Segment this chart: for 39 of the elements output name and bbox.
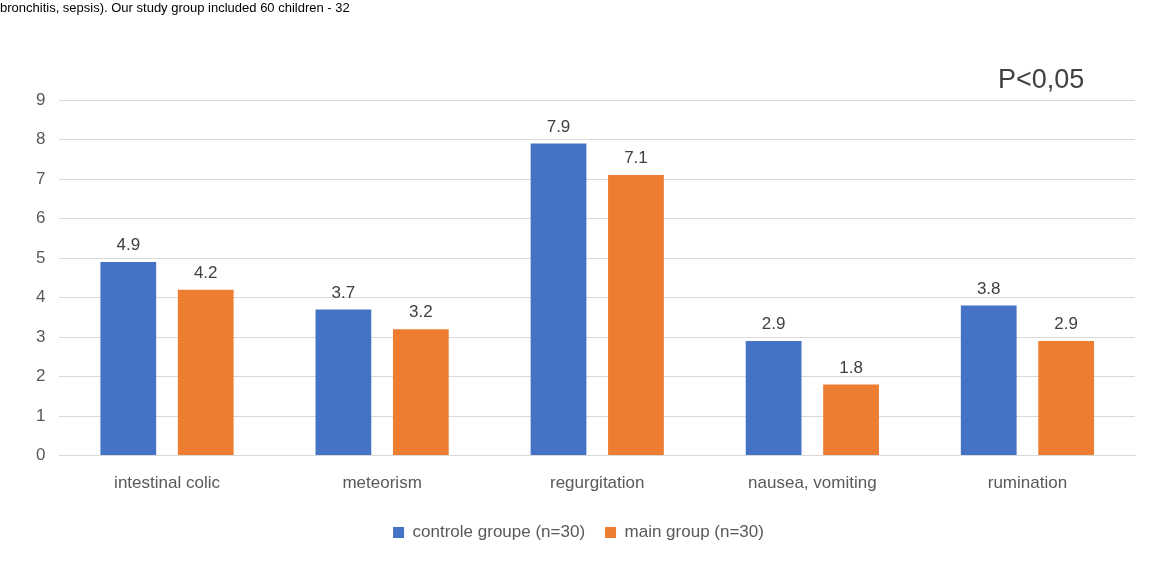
y-tick-label: 6 — [35, 208, 46, 228]
data-label: 4.9 — [116, 235, 141, 255]
data-label: 2.9 — [761, 314, 786, 334]
bar — [745, 341, 802, 456]
x-tick-label: regurgitation — [549, 473, 645, 493]
y-tick-label: 5 — [35, 247, 46, 267]
y-tick-label: 9 — [35, 89, 46, 109]
bar — [530, 143, 587, 456]
x-tick-label: nausea, vomiting — [748, 473, 877, 493]
data-label: 2.9 — [1054, 314, 1078, 334]
bar — [177, 289, 234, 456]
data-label: 4.2 — [193, 262, 218, 282]
text: bronchitis, sepsis). Our study group included 60 children - 32 — [0, 0, 350, 15]
x-tick-label: meteorism — [342, 473, 422, 493]
data-label: 3.2 — [409, 302, 433, 322]
bar — [315, 309, 372, 456]
legend-label: main group (n=30) — [624, 522, 764, 542]
y-tick-label: 2 — [35, 366, 46, 386]
y-tick-label: 4 — [35, 287, 46, 307]
data-label: 1.8 — [839, 357, 863, 377]
y-tick-label: 0 — [35, 445, 46, 465]
y-tick-label: 1 — [35, 405, 46, 425]
legend-label: controle groupe (n=30) — [412, 522, 586, 542]
bar — [392, 329, 449, 456]
bar — [823, 384, 879, 456]
bar — [1038, 341, 1095, 456]
x-tick-label: intestinal colic — [114, 473, 221, 493]
data-label: 3.7 — [331, 282, 356, 302]
bar — [960, 305, 1017, 456]
data-label: 7.1 — [624, 148, 648, 168]
y-tick-label: 3 — [35, 326, 46, 346]
data-label: 3.8 — [976, 278, 1001, 298]
bar — [100, 262, 157, 456]
data-label: 7.9 — [546, 116, 571, 136]
y-tick-label: 7 — [35, 168, 46, 188]
y-tick-label: 8 — [35, 129, 46, 149]
bar — [608, 175, 664, 456]
text: P<0,05 — [998, 64, 1085, 94]
x-tick-label: rumination — [987, 473, 1068, 493]
